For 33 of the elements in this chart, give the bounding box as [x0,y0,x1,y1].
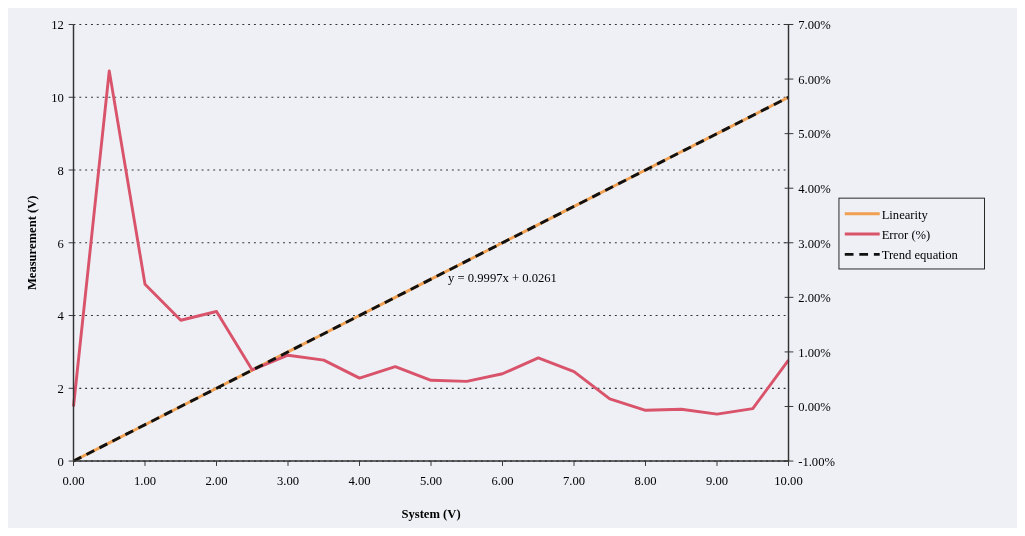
x-tick-label: 2.00 [205,474,228,489]
x-tick-label: 4.00 [348,474,371,489]
y-tick-label: 10 [51,91,64,106]
annotation: y = 0.9997x + 0.0261 [448,271,557,286]
y-tick-label: 8 [57,163,64,178]
y-tick-label: 12 [51,18,64,33]
y2-tick-label: 6.00% [798,72,832,87]
x-tick-label: 8.00 [634,474,657,489]
legend-label: Linearity [881,207,929,222]
x-tick-label: 0.00 [62,474,85,489]
x-tick-label: 7.00 [562,474,586,489]
x-tick-label: 9.00 [705,474,729,489]
y-tick-label: 4 [57,309,65,324]
legend-label: Error (%) [881,227,931,242]
y2-tick-label: 4.00% [798,182,832,197]
y-tick-label: 2 [57,382,64,397]
y-axis-title: Measurement (V) [24,195,39,291]
x-tick-label: 10.00 [774,474,803,489]
x-tick-label: 3.00 [276,474,300,489]
y2-tick-label: 1.00% [798,345,832,360]
y2-tick-label: 0.00% [798,400,832,415]
y2-tick-label: 2.00% [798,291,832,306]
y-tick-label: 0 [57,454,64,469]
x-tick-label: 5.00 [419,474,443,489]
x-tick-label: 1.00 [133,474,157,489]
y2-tick-label: -1.00% [798,454,836,469]
y2-tick-label: 7.00% [798,18,832,33]
y-tick-label: 6 [57,236,64,251]
y2-tick-label: 3.00% [798,236,832,251]
x-axis-title: System (V) [401,507,461,522]
legend-label: Trend equation [881,248,959,263]
x-tick-label: 6.00 [491,474,514,489]
y2-tick-label: 5.00% [798,127,832,142]
